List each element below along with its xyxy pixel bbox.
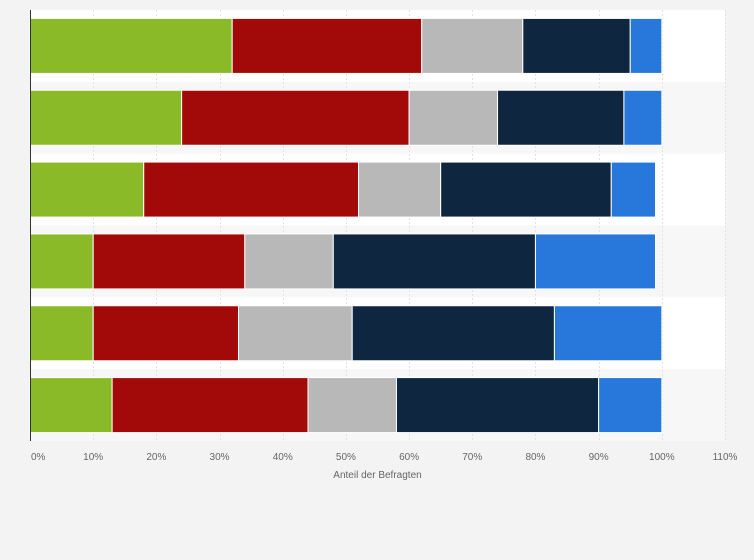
bar-segment-row-3-series-3: [358, 161, 442, 218]
x-tick-label: 60%: [399, 452, 419, 463]
x-tick-label: 40%: [273, 452, 293, 463]
bar-segment-row-6-series-1: [29, 377, 113, 434]
bar-segment-row-2-series-1: [29, 89, 183, 146]
bar-segment-row-4-series-2: [92, 233, 246, 290]
bars: [29, 17, 663, 434]
x-tick-label: 30%: [210, 452, 230, 463]
bar-segment-row-6-series-2: [111, 377, 309, 434]
bar-segment-row-1-series-5: [629, 17, 663, 74]
bar-segment-row-3-series-5: [610, 161, 656, 218]
bar-segment-row-5-series-2: [92, 305, 239, 362]
x-tick-label: 110%: [713, 452, 738, 463]
x-tick-label: 90%: [589, 452, 609, 463]
x-axis-title: Anteil der Befragten: [333, 470, 421, 481]
x-tick-label: 100%: [649, 452, 675, 463]
bar-segment-row-2-series-3: [408, 89, 499, 146]
x-axis-ticks: 0% 10% 20% 30% 40% 50% 60% 70% 80% 90% 100% 110%: [31, 452, 738, 463]
bar-segment-row-6-series-4: [395, 377, 600, 434]
x-tick-label: 70%: [462, 452, 482, 463]
bar-segment-row-4-series-1: [29, 233, 94, 290]
bar-segment-row-4-series-5: [534, 233, 656, 290]
bar-segment-row-1-series-1: [29, 17, 233, 74]
bar-segment-row-3-series-2: [143, 161, 360, 218]
plot-area: [29, 10, 726, 441]
bar-segment-row-2-series-5: [623, 89, 663, 146]
bar-segment-row-4-series-3: [244, 233, 334, 290]
x-tick-label: 80%: [525, 452, 545, 463]
x-tick-label: 20%: [146, 452, 166, 463]
bar-segment-row-4-series-4: [332, 233, 536, 290]
bar-segment-row-5-series-3: [238, 305, 353, 362]
x-tick-label: 50%: [336, 452, 356, 463]
bar-segment-row-1-series-4: [522, 17, 631, 74]
bar-segment-row-2-series-4: [497, 89, 625, 146]
bar-segment-row-3-series-1: [29, 161, 145, 218]
bar-segment-row-2-series-2: [181, 89, 410, 146]
bar-segment-row-3-series-4: [440, 161, 612, 218]
bar-segment-row-6-series-3: [307, 377, 397, 434]
x-tick-label: 0%: [31, 452, 46, 463]
bar-segment-row-1-series-2: [231, 17, 423, 74]
x-tick-label: 10%: [83, 452, 103, 463]
bar-segment-row-6-series-5: [598, 377, 663, 434]
bar-segment-row-5-series-1: [29, 305, 94, 362]
bar-segment-row-1-series-3: [421, 17, 524, 74]
bar-segment-row-5-series-4: [351, 305, 555, 362]
bar-segment-row-5-series-5: [553, 305, 663, 362]
